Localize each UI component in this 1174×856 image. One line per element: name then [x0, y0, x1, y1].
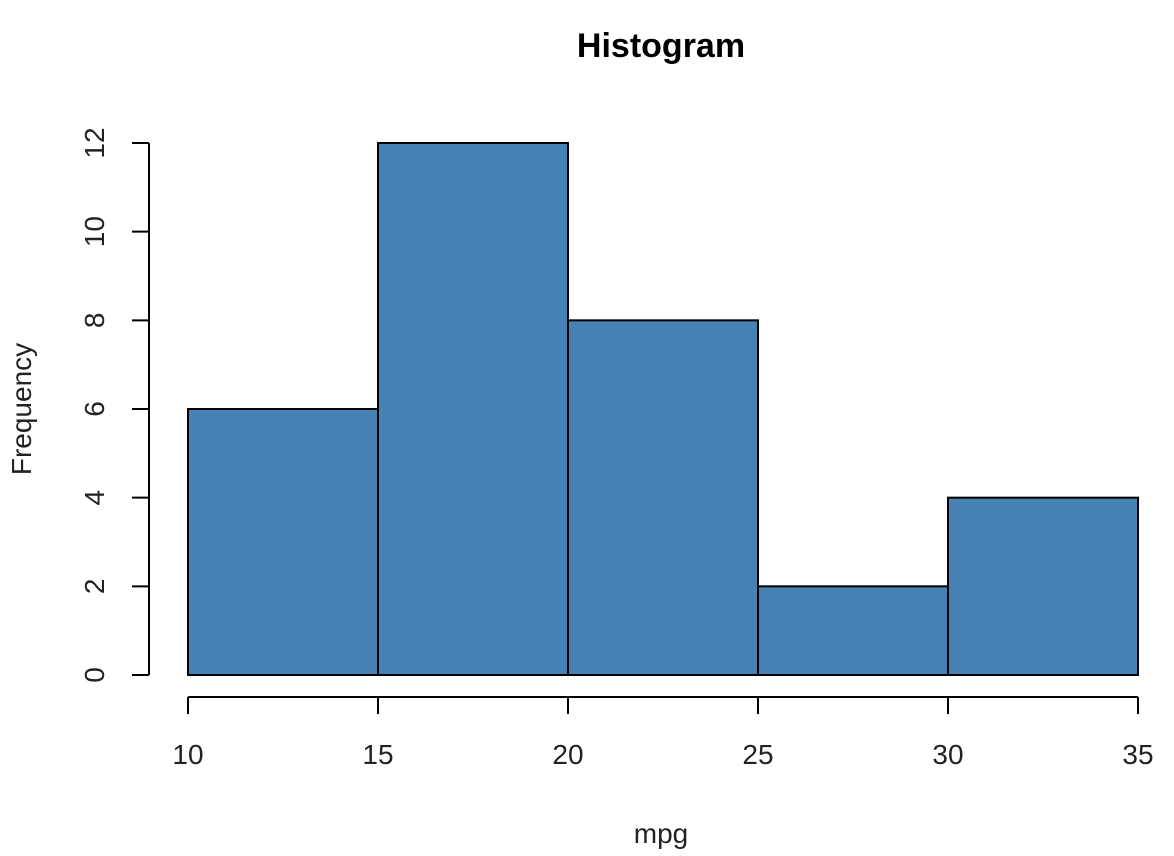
y-tick-label: 8	[79, 313, 110, 329]
y-tick-label: 12	[79, 127, 110, 158]
histogram-bar	[567, 319, 759, 676]
y-tick-label: 2	[79, 579, 110, 595]
x-tick-label: 10	[172, 739, 203, 770]
x-tick-label: 30	[932, 739, 963, 770]
histogram-bar	[187, 408, 379, 676]
x-tick-label: 35	[1122, 739, 1153, 770]
y-tick-label: 6	[79, 401, 110, 417]
histogram-bar	[947, 496, 1139, 676]
x-axis-label: mpg	[634, 818, 688, 849]
y-tick-label: 10	[79, 216, 110, 247]
chart-title: Histogram	[577, 27, 745, 65]
bars-group	[187, 142, 1139, 676]
histogram-bar	[757, 585, 949, 676]
y-axis: 0 2 4 6 8 10 12	[79, 127, 150, 683]
x-axis: 10 15 20 25 30 35	[172, 696, 1154, 770]
x-tick-label: 20	[552, 739, 583, 770]
x-tick-label: 25	[742, 739, 773, 770]
histogram-bar	[377, 142, 569, 676]
y-tick-label: 4	[79, 490, 110, 506]
x-tick-label: 15	[362, 739, 393, 770]
y-tick-label: 0	[79, 667, 110, 683]
y-axis-label: Frequency	[6, 343, 37, 475]
